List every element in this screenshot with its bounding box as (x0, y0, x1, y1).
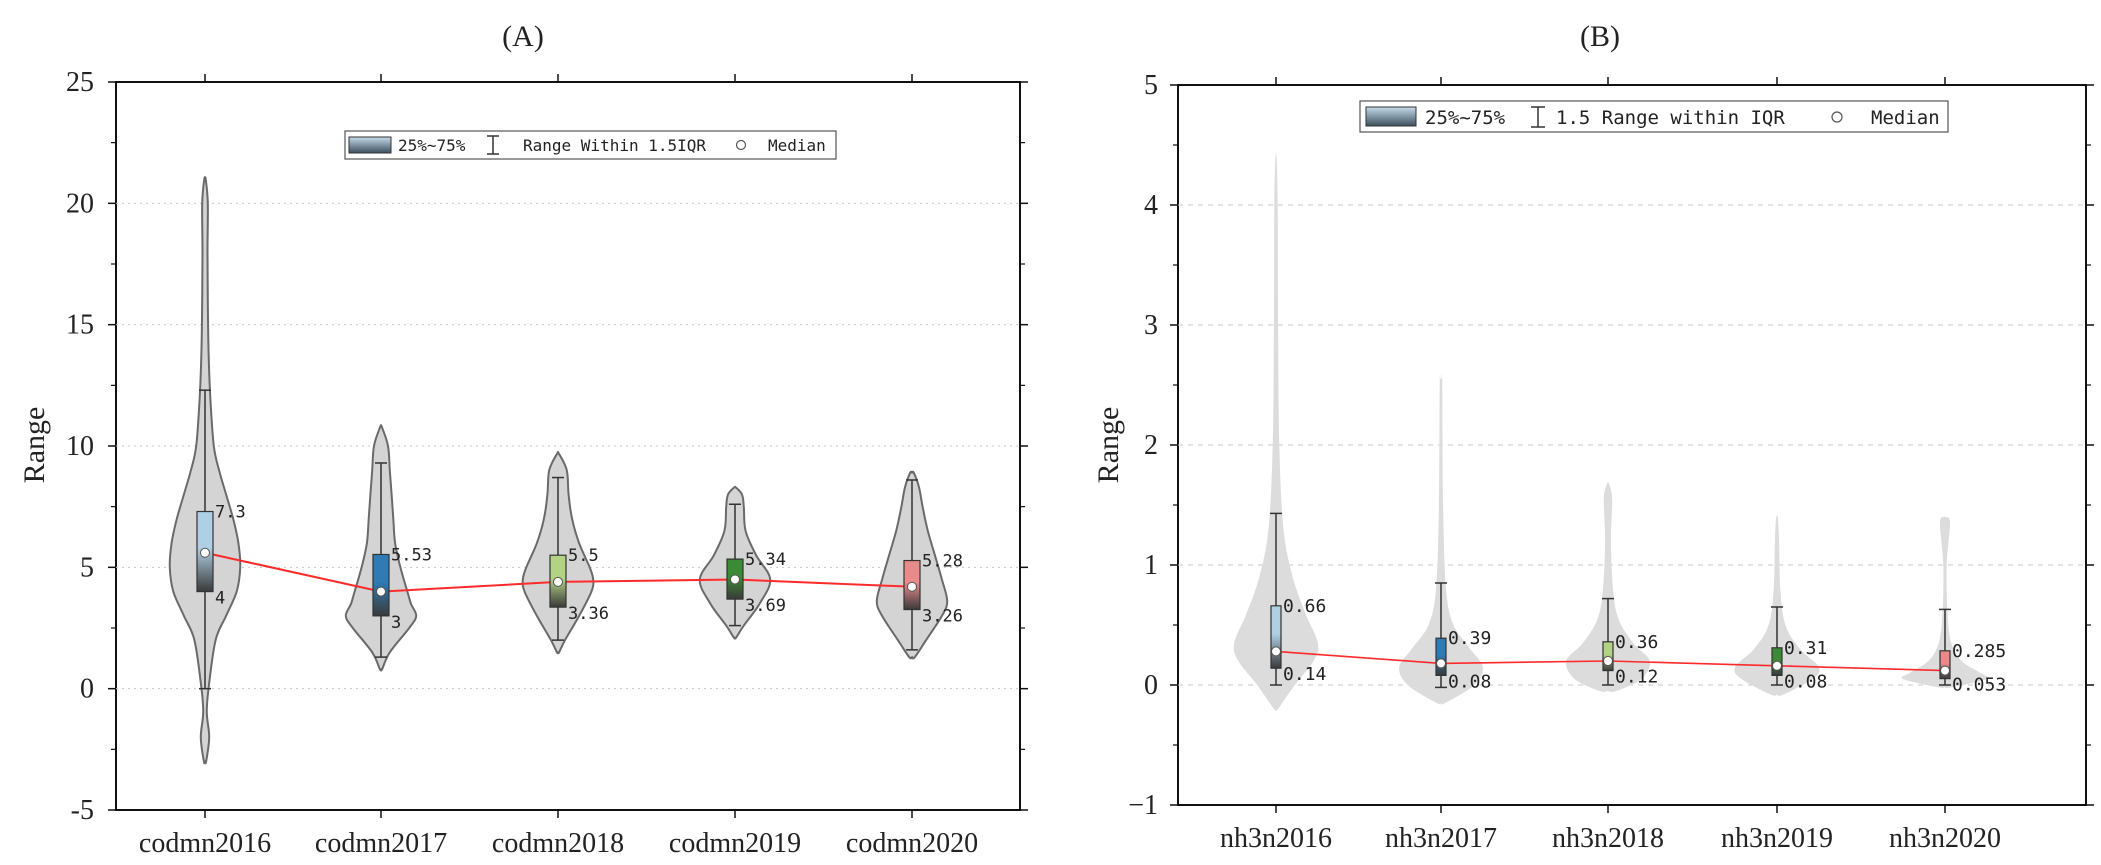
legend-median-label: Median (768, 136, 826, 155)
x-tick-label: nh3n2019 (1721, 823, 1833, 854)
violin-nh3n2017 (1399, 374, 1483, 705)
q3-label: 5.28 (922, 552, 963, 572)
violin-nh3n2016 (1233, 153, 1319, 711)
panel-a-title: (A) (502, 20, 544, 53)
panel-a-y-axis-label: Range (18, 407, 51, 484)
legend-box-label: 25%~75% (1425, 107, 1506, 129)
q3-label: 0.285 (1952, 641, 2006, 662)
legend-range-icon (487, 135, 499, 155)
y-tick-label: 25 (66, 67, 94, 98)
q3-label: 0.66 (1283, 596, 1326, 617)
q3-label: 0.31 (1784, 638, 1827, 659)
q3-label: 5.34 (745, 550, 786, 570)
q1-label: 0.08 (1784, 671, 1827, 692)
median-marker-nh3n2016 (1271, 646, 1281, 657)
violin-nh3n2018 (1565, 482, 1651, 692)
q1-label: 0.14 (1283, 664, 1326, 685)
panel-b-x-ticks: nh3n2016 nh3n2017 nh3n2018 nh3n2019 nh3n2020 (1220, 77, 2001, 854)
q3-label: 0.36 (1615, 632, 1658, 653)
panel-a-violins (168, 176, 949, 765)
median-marker-codmn2019 (730, 574, 740, 585)
y-tick-label: 5 (1144, 70, 1158, 101)
y-tick-label: 10 (66, 431, 94, 462)
panel-b-boxes: 0.66 0.14 0.39 0.08 0.36 0.12 0.31 0.08 0.285 0.0… (1270, 512, 2006, 696)
y-tick-label: 20 (66, 188, 94, 219)
x-tick-label: codmn2016 (139, 828, 271, 859)
q1-label: 3.36 (568, 604, 609, 624)
iqr-box-nh3n2020 (1939, 650, 1951, 680)
legend-range-label: Range Within 1.5IQR (523, 136, 706, 155)
panel-b-legend: 25%~75% 1.5 Range within IQR Median (1359, 100, 1949, 133)
x-tick-label: codmn2020 (846, 828, 978, 859)
q1-label: 0.08 (1448, 671, 1491, 692)
x-tick-label: nh3n2018 (1552, 823, 1664, 854)
x-tick-label: nh3n2016 (1220, 823, 1332, 854)
legend-box-swatch (348, 136, 392, 154)
legend-box-label: 25%~75% (398, 136, 466, 155)
panel-a-y-ticks: -5 0 5 10 15 20 25 (66, 67, 1028, 826)
panel-a-x-ticks: codmn2016 codmn2017 codmn2018 codmn2019 codm… (139, 74, 978, 859)
y-tick-label: −1 (1128, 790, 1158, 821)
legend-median-label: Median (1871, 107, 1940, 129)
median-marker-nh3n2018 (1603, 656, 1613, 666)
legend-range-label: 1.5 Range within IQR (1556, 107, 1785, 129)
y-tick-label: 1 (1144, 550, 1158, 581)
violin-nh3n2019 (1734, 515, 1820, 696)
q3-label: 7.3 (215, 503, 246, 523)
panel-b-violins (1233, 153, 1989, 711)
median-marker-nh3n2020 (1940, 665, 1950, 676)
q1-label: 4 (215, 589, 225, 609)
q1-label: 0.12 (1615, 667, 1658, 688)
median-marker-nh3n2019 (1772, 660, 1782, 671)
median-marker-nh3n2017 (1436, 658, 1446, 669)
panel-a-boxes: 7.3 4 5.53 3 5.5 3.36 5.34 3.69 5.28 3.26 (196, 389, 963, 690)
y-tick-label: -5 (71, 795, 94, 826)
y-tick-label: 5 (80, 552, 94, 583)
q1-label: 3.69 (745, 596, 786, 616)
x-tick-label: nh3n2020 (1889, 823, 2001, 854)
q3-label: 5.53 (391, 545, 432, 565)
iqr-box-codmn2017 (372, 553, 390, 617)
q1-label: 3.26 (922, 607, 963, 627)
x-tick-label: codmn2019 (669, 828, 801, 859)
median-marker-codmn2020 (907, 581, 917, 592)
y-tick-label: 0 (80, 674, 94, 705)
q3-label: 5.5 (568, 546, 599, 566)
legend-median-icon (735, 139, 747, 151)
q1-label: 0.053 (1952, 675, 2006, 696)
legend-frame (1359, 100, 1949, 133)
y-tick-label: 4 (1144, 190, 1158, 221)
q3-label: 0.39 (1448, 628, 1491, 649)
median-marker-codmn2018 (553, 576, 563, 587)
y-tick-label: 2 (1144, 430, 1158, 461)
violin-nh3n2020 (1901, 516, 1989, 689)
x-tick-label: codmn2017 (315, 828, 447, 859)
median-marker-codmn2016 (200, 547, 210, 558)
panel-b-title: (B) (1580, 20, 1620, 53)
legend-box-swatch (1365, 106, 1417, 127)
x-tick-label: codmn2018 (492, 828, 624, 859)
y-tick-label: 0 (1144, 670, 1158, 701)
legend-median-icon (1831, 111, 1843, 123)
panel-a-legend: 25%~75% Range Within 1.5IQR Median (344, 130, 837, 160)
panel-b-gridlines (1178, 204, 2086, 686)
legend-range-icon (1531, 106, 1545, 128)
panel-a: (A) Range -5 0 5 10 15 20 25 7.3 4 5.53 3 5.5 3.36 5… (18, 20, 1028, 859)
iqr-box-nh3n2017 (1435, 637, 1447, 677)
q1-label: 3 (391, 613, 401, 633)
y-tick-label: 3 (1144, 310, 1158, 341)
median-marker-codmn2017 (376, 586, 386, 597)
y-tick-label: 15 (66, 310, 94, 341)
panel-b-y-ticks: −1 0 1 2 3 4 5 (1128, 70, 2094, 821)
panel-b-y-axis-label: Range (1092, 407, 1125, 484)
iqr-box-nh3n2016 (1270, 605, 1282, 669)
legend-frame (344, 130, 837, 160)
x-tick-label: nh3n2017 (1385, 823, 1497, 854)
